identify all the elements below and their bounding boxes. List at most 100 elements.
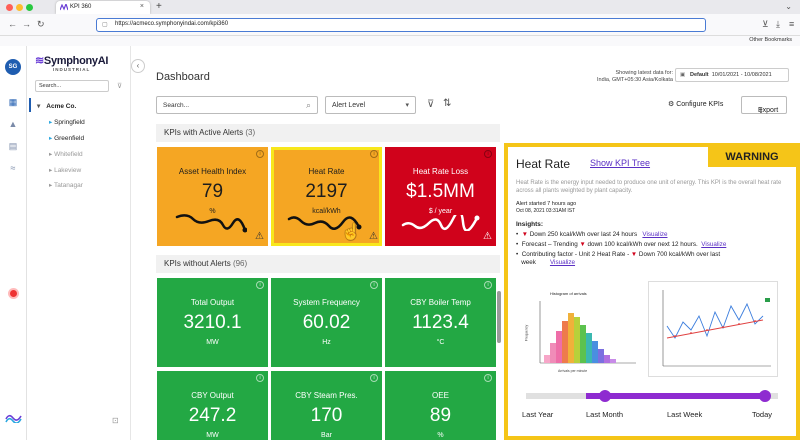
histogram-title: Histogram of arrivals [550,291,587,296]
info-icon[interactable]: i [370,150,378,158]
gear-icon: ⚙ [668,101,675,108]
timeline-label-today[interactable]: Today [752,410,773,419]
site-icon: ▸ [49,182,54,189]
insight-3-text-c: week [521,259,536,266]
kpi-search-input[interactable]: Search... ⌕ [156,96,318,114]
avatar[interactable]: SG [5,59,21,75]
info-icon[interactable]: i [484,374,492,382]
info-icon[interactable]: i [484,281,492,289]
trend-chart-icon [662,290,771,367]
kpi-title: Total Output [190,298,235,307]
pocket-icon[interactable]: ⊻ [762,19,769,29]
kpi-title: CBY Output [191,391,234,400]
analytics-icon[interactable]: ≈ [10,163,16,173]
symphony-logo-icon [5,414,22,423]
search-icon: ⌕ [305,100,311,110]
filter-icon[interactable]: ⊽ [427,99,435,110]
kpi-search-placeholder: Search... [163,102,190,109]
kpi-card-system-frequency[interactable]: i System Frequency 60.02 Hz [271,278,382,367]
tree-selected-marker [29,98,31,112]
tree-item-tatanagar[interactable]: ▸ Tatanagar [49,181,83,189]
kpi-card-heat-rate[interactable]: i Heat Rate 2197 kcal/kWh ☝ ⚠ [271,147,382,246]
browser-tab[interactable]: KPI 360 × [56,1,150,14]
kpi-card-cby-boiler-temp[interactable]: i CBY Boiler Temp 1123.4 °C [385,278,496,367]
info-icon[interactable]: i [484,150,492,158]
site-icon: ▸ [49,135,55,142]
collapse-caret-icon[interactable]: ▾ [37,103,41,110]
visualize-link[interactable]: Visualize [642,231,668,238]
brand-name: SymphonyAI [43,55,109,67]
insight-1-text: Down 250 kcal/kWh over last 24 hours [529,231,638,238]
menu-icon[interactable]: ≡ [789,19,795,29]
other-bookmarks[interactable]: Other Bookmarks [749,37,792,43]
sparkline-icon [175,214,247,233]
brand-logo: ≋SymphonyAI INDUSTRIAL [35,55,109,72]
timeline-label-last-week[interactable]: Last Week [667,410,703,419]
no-alerts-header: KPIs without Alerts (96) [156,255,500,273]
date-range-selector[interactable]: ▣ Default 10/01/2021 - 10/08/2021 [675,68,789,82]
visualize-link[interactable]: Visualize [549,259,576,266]
sidebar-search-input[interactable]: Search... [35,80,109,92]
scrollbar-thumb[interactable] [497,291,501,343]
brand-sub: INDUSTRIAL [53,67,91,72]
histogram-xlabel: Arrivals per minute [558,369,588,373]
collapse-sidebar-button[interactable]: ‹ [131,59,145,73]
alert-icon[interactable]: ▲ [8,119,18,129]
alert-level-dropdown[interactable]: Alert Level ▾ [325,96,416,114]
sort-icon[interactable]: ⇅ [443,98,452,109]
reload-icon[interactable]: ↻ [37,19,45,29]
kpi-card-oee[interactable]: i OEE 89 % [385,371,496,440]
visualize-link[interactable]: Visualize [701,241,727,248]
kpi-detail-panel: Heat Rate Show KPI Tree WARNING Heat Rat… [504,143,800,440]
timeline-start-handle[interactable] [599,390,611,402]
back-icon[interactable]: ← [8,19,17,29]
panel-title: Heat Rate [516,157,571,171]
kpi-card-cby-steam-pres[interactable]: i CBY Steam Pres. 170 Bar [271,371,382,440]
settings-icon[interactable]: ⊡ [112,416,119,425]
kpi-title: OEE [432,391,449,400]
insight-2: • Forecast – Trending ▼ down 100 kcal/kW… [516,241,727,248]
configure-kpis-button[interactable]: ⚙ Configure KPIs [668,100,723,108]
tree-root[interactable]: ▾ Acme Co. [37,102,76,110]
info-icon[interactable]: i [370,281,378,289]
kpi-value: $1.5MM [406,181,475,202]
kpi-title: Asset Health Index [178,167,247,176]
trend-chart-thumbnail[interactable] [648,281,778,377]
close-window-dot[interactable] [6,4,13,11]
browser-navbar: ← → ↻ ▢ https://acmeco.symphonyindai.com… [0,14,800,36]
timeline-end-handle[interactable] [759,390,771,402]
report-icon[interactable]: ▤ [8,141,18,151]
url-bar[interactable]: ▢ https://acmeco.symphonyindai.com/kpi36… [96,18,706,32]
export-button[interactable]: ⇪ Export [741,96,787,115]
minimize-window-dot[interactable] [16,4,23,11]
histogram-thumbnail[interactable]: Histogram of arrivals Arrivals per minut… [520,285,640,377]
extensions-icon[interactable]: ⤓ [776,19,780,29]
info-icon[interactable]: i [256,281,264,289]
tree-item-greenfield[interactable]: ▸ Greenfield [49,134,84,142]
active-alerts-header: KPIs with Active Alerts (3) [156,124,500,142]
new-tab-icon[interactable]: + [156,1,162,12]
kpi-card-heat-rate-loss[interactable]: i Heat Rate Loss $1.5MM $ / year ⚠ [385,147,496,246]
info-icon[interactable]: i [256,374,264,382]
timeline-label-last-month[interactable]: Last Month [586,410,624,419]
dashboard-icon[interactable]: ▦ [8,97,18,107]
insight-3-text-b: Down 700 kcal/kWh over last [638,251,721,258]
tree-item-whitefield[interactable]: ▸ Whitefield [49,150,83,158]
tree-item-lakeview[interactable]: ▸ Lakeview [49,166,81,174]
timeline-label-last-year[interactable]: Last Year [522,410,554,419]
date-range-text: Default 10/01/2021 - 10/08/2021 [690,72,772,78]
forward-icon[interactable]: → [22,19,31,29]
zoom-window-dot[interactable] [26,4,33,11]
insights-label: Insights: [516,221,544,228]
info-icon[interactable]: i [370,374,378,382]
latest-data-label: Showing latest data for: India, GMT+05:3… [593,70,673,84]
info-icon[interactable]: i [256,150,264,158]
kpi-card-total-output[interactable]: i Total Output 3210.1 MW [157,278,268,367]
tree-item-springfield[interactable]: ▸ Springfield [49,118,85,126]
show-kpi-tree-link[interactable]: Show KPI Tree [590,158,651,168]
kpi-card-cby-output[interactable]: i CBY Output 247.2 MW [157,371,268,440]
tab-list-icon[interactable]: ⌄ [785,2,792,11]
close-tab-icon[interactable]: × [139,3,144,10]
filter-icon[interactable]: ⊽ [117,83,123,90]
kpi-card-asset-health[interactable]: i Asset Health Index 79 % ⚠ [157,147,268,246]
